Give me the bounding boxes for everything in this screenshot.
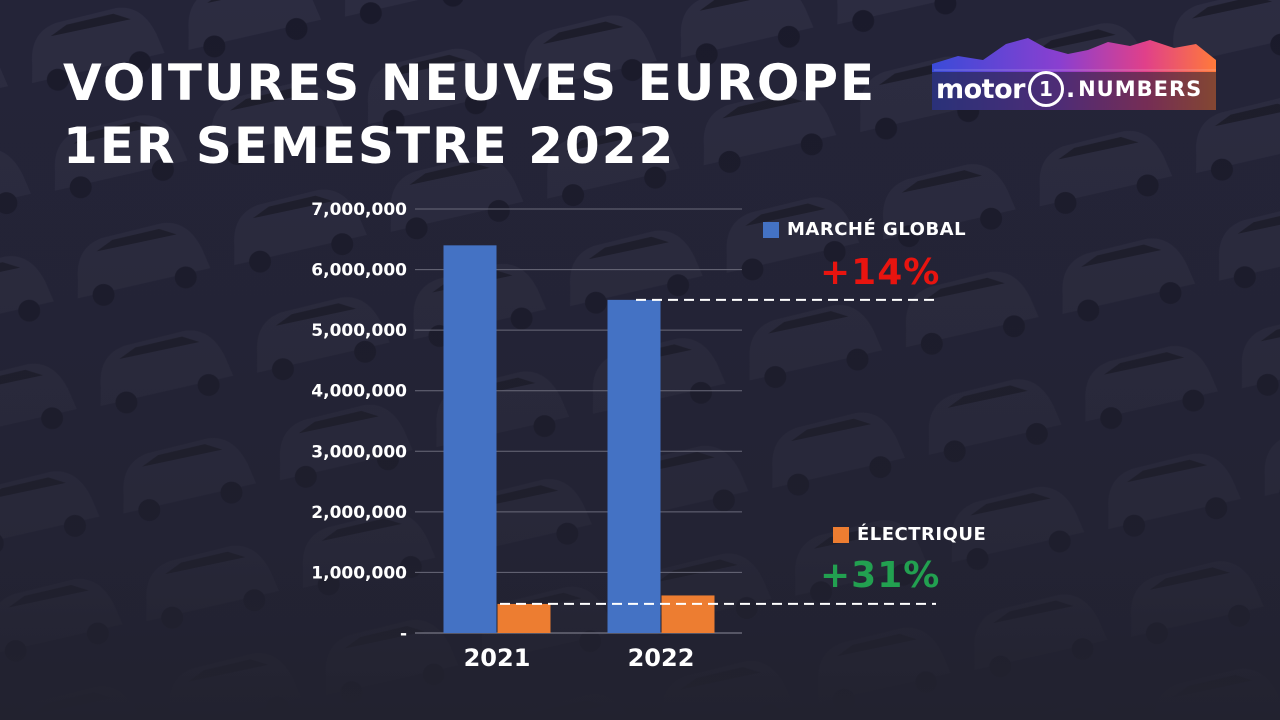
bar-global-2022 [607, 299, 661, 633]
y-tick-label: 3,000,000 [311, 442, 407, 462]
x-tick-label: 2022 [628, 644, 695, 672]
legend-electric-label: ÉLECTRIQUE [857, 524, 987, 545]
y-tick-label: 6,000,000 [311, 261, 407, 281]
bar-electric-2021 [497, 603, 551, 633]
legend-global: MARCHÉ GLOBAL [763, 219, 966, 240]
logo-wordmark: motor 1 . NUMBERS [936, 71, 1203, 107]
y-tick-label: 4,000,000 [311, 382, 407, 402]
logo-numbers: NUMBERS [1078, 77, 1203, 101]
electric-change-label: +31% [820, 555, 941, 596]
logo-word: motor [936, 73, 1025, 105]
y-tick-label: 2,000,000 [311, 503, 407, 523]
legend-electric-swatch [833, 526, 849, 543]
bar-global-2021 [443, 245, 497, 634]
global-change-label: +14% [820, 252, 941, 293]
x-tick-label: 2021 [464, 644, 531, 672]
y-tick-label: 7,000,000 [311, 200, 407, 220]
title-line-1: VOITURES NEUVES EUROPE [63, 54, 877, 112]
legend-global-label: MARCHÉ GLOBAL [787, 219, 967, 240]
page-title: VOITURES NEUVES EUROPE 1ER SEMESTRE 2022 [63, 52, 876, 178]
y-tick-label: - [400, 624, 407, 644]
motor1-numbers-logo [932, 38, 1216, 110]
logo-badge: 1 [1027, 71, 1064, 107]
logo-dot: . [1065, 75, 1076, 103]
title-line-2: 1ER SEMESTRE 2022 [63, 117, 676, 175]
y-tick-label: 1,000,000 [311, 563, 407, 583]
legend-global-swatch [763, 221, 779, 238]
y-tick-label: 5,000,000 [311, 321, 407, 341]
legend-electric: ÉLECTRIQUE [833, 524, 986, 545]
bar-electric-2022 [661, 595, 715, 633]
